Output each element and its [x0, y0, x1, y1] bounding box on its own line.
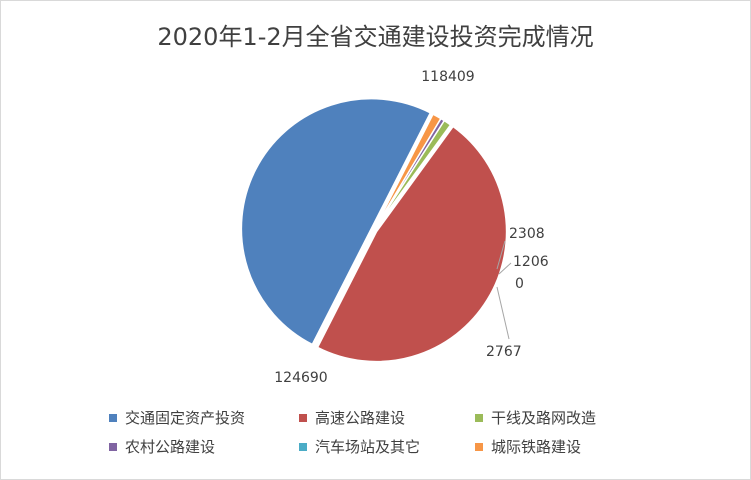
pie-slice-trunk-road — [373, 119, 452, 231]
legend-label: 交通固定资产投资 — [125, 409, 246, 427]
legend-item-intercity-rail: 城际铁路建设 — [475, 436, 665, 457]
data-label-trunk-road: 2308 — [509, 226, 545, 242]
leader-line-intercity-rail — [496, 286, 510, 340]
legend-swatch — [109, 413, 117, 422]
legend-label: 高速公路建设 — [315, 409, 406, 427]
legend-label: 城际铁路建设 — [491, 438, 582, 456]
legend-label: 干线及路网改造 — [491, 409, 597, 427]
data-label-fixed-asset: 124690 — [274, 370, 327, 386]
pie-chart: 124690 118409 2308 1206 0 2767 — [240, 69, 549, 386]
data-label-rural-road: 1206 — [513, 254, 549, 270]
legend-label: 农村公路建设 — [125, 438, 216, 456]
legend-swatch — [109, 442, 117, 451]
leader-line-trunk-road — [496, 240, 506, 270]
legend-item-fixed-asset: 交通固定资产投资 — [109, 407, 299, 428]
legend-item-rural-road: 农村公路建设 — [109, 436, 299, 457]
pie-slice-fixed-asset — [240, 97, 432, 346]
legend-label: 汽车场站及其它 — [315, 438, 421, 456]
legend-item-station: 汽车场站及其它 — [299, 436, 475, 457]
legend-swatch — [299, 413, 307, 422]
leader-line-rural-road — [498, 262, 512, 275]
data-label-intercity-rail: 2767 — [486, 344, 522, 360]
legend: 交通固定资产投资 高速公路建设 干线及路网改造农村公路建设 汽车场站及其它 城际铁路建设 — [109, 407, 669, 457]
legend-swatch — [475, 413, 483, 422]
legend-swatch — [299, 442, 307, 451]
data-label-highway: 118409 — [421, 69, 474, 85]
data-label-station: 0 — [515, 276, 524, 292]
legend-swatch — [475, 442, 483, 451]
legend-item-trunk-road: 干线及路网改造 — [475, 407, 665, 428]
legend-item-highway: 高速公路建设 — [299, 407, 475, 428]
pie-slice-highway — [316, 125, 508, 363]
chart-title: 2020年1-2月全省交通建设投资完成情况 — [157, 23, 594, 51]
